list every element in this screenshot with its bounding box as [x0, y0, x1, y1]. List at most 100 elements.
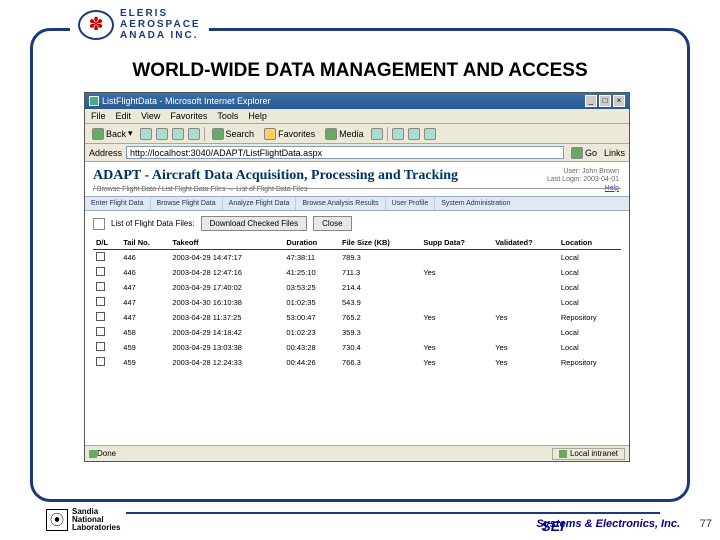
table-cell	[93, 265, 120, 280]
tab-browse[interactable]: Browse Flight Data	[151, 197, 223, 210]
table-cell: 447	[120, 295, 169, 310]
col-header: D/L	[93, 236, 120, 250]
search-button[interactable]: Search	[209, 127, 258, 141]
tab-profile[interactable]: User Profile	[386, 197, 436, 210]
table-cell: Local	[558, 340, 621, 355]
table-cell: 01:02:35	[283, 295, 339, 310]
table-cell: 2003-04-29 14:47:17	[169, 250, 283, 266]
menu-file[interactable]: File	[91, 111, 106, 121]
table-cell: 446	[120, 265, 169, 280]
flight-data-table: D/LTail No.TakeoffDurationFile Size (KB)…	[93, 236, 621, 370]
row-checkbox[interactable]	[96, 312, 105, 321]
row-checkbox[interactable]	[96, 282, 105, 291]
menu-view[interactable]: View	[141, 111, 160, 121]
forward-icon[interactable]	[140, 128, 152, 140]
go-button[interactable]: Go	[568, 146, 600, 160]
zone-icon	[559, 450, 567, 458]
table-cell: 458	[120, 325, 169, 340]
tab-analyze[interactable]: Analyze Flight Data	[223, 197, 297, 210]
table-cell: 459	[120, 355, 169, 370]
col-header: Location	[558, 236, 621, 250]
download-button[interactable]: Download Checked Files	[201, 216, 308, 231]
search-icon	[212, 128, 224, 140]
nav-tabs: Enter Flight Data Browse Flight Data Ana…	[85, 196, 629, 211]
refresh-icon[interactable]	[172, 128, 184, 140]
row-checkbox[interactable]	[96, 357, 105, 366]
print-icon[interactable]	[408, 128, 420, 140]
table-cell	[93, 340, 120, 355]
table-cell	[93, 355, 120, 370]
back-icon	[92, 128, 104, 140]
table-row: 4472003-04-28 11:37:2553:00:47765.2YesYe…	[93, 310, 621, 325]
table-cell	[492, 250, 558, 266]
tab-results[interactable]: Browse Analysis Results	[296, 197, 385, 210]
company-logo: ✽ ELERIS AEROSPACE ANADA INC.	[70, 8, 209, 41]
media-button[interactable]: Media	[322, 127, 367, 141]
table-cell	[492, 325, 558, 340]
table-cell	[420, 325, 492, 340]
tab-enter[interactable]: Enter Flight Data	[85, 197, 151, 210]
col-header: Duration	[283, 236, 339, 250]
row-checkbox[interactable]	[96, 327, 105, 336]
address-input[interactable]	[126, 146, 564, 159]
table-cell: 2003-04-28 12:24:33	[169, 355, 283, 370]
table-cell: Local	[558, 280, 621, 295]
ie-icon	[89, 96, 99, 106]
table-cell: Repository	[558, 355, 621, 370]
menu-favorites[interactable]: Favorites	[170, 111, 207, 121]
table-cell: Yes	[420, 265, 492, 280]
user-info: User: John Brown Last Login: 2003-04-01 …	[547, 168, 619, 193]
menu-tools[interactable]: Tools	[217, 111, 238, 121]
window-title: ListFlightData - Microsoft Internet Expl…	[102, 96, 271, 106]
close-page-button[interactable]: Close	[313, 216, 351, 231]
table-cell: 214.4	[339, 280, 420, 295]
menu-edit[interactable]: Edit	[116, 111, 132, 121]
back-button[interactable]: Back ▾	[89, 127, 136, 141]
home-icon[interactable]	[188, 128, 200, 140]
edit-icon[interactable]	[424, 128, 436, 140]
col-header: Takeoff	[169, 236, 283, 250]
address-label: Address	[89, 148, 122, 158]
stop-icon[interactable]	[156, 128, 168, 140]
header-rule	[93, 188, 621, 189]
table-cell: 446	[120, 250, 169, 266]
tab-admin[interactable]: System Administration	[435, 197, 516, 210]
menubar: File Edit View Favorites Tools Help	[85, 109, 629, 124]
minimize-button[interactable]: _	[585, 95, 597, 107]
row-checkbox[interactable]	[96, 297, 105, 306]
list-icon	[93, 218, 105, 230]
table-cell	[492, 295, 558, 310]
page-content: ADAPT - Aircraft Data Acquisition, Proce…	[85, 162, 629, 445]
table-cell: Local	[558, 295, 621, 310]
table-cell: 765.2	[339, 310, 420, 325]
table-cell	[93, 280, 120, 295]
table-cell: 789.3	[339, 250, 420, 266]
mail-icon[interactable]	[392, 128, 404, 140]
table-cell: Yes	[420, 310, 492, 325]
table-cell: 00:44:26	[283, 355, 339, 370]
table-cell	[93, 250, 120, 266]
table-cell: 00:43:28	[283, 340, 339, 355]
maximize-button[interactable]: □	[599, 95, 611, 107]
table-cell: 47:38:11	[283, 250, 339, 266]
table-row: 4592003-04-28 12:24:3300:44:26766.3YesYe…	[93, 355, 621, 370]
row-checkbox[interactable]	[96, 252, 105, 261]
table-row: 4462003-04-28 12:47:1641:25:10711.3YesLo…	[93, 265, 621, 280]
history-icon[interactable]	[371, 128, 383, 140]
row-checkbox[interactable]	[96, 342, 105, 351]
zone-indicator: Local intranet	[552, 448, 625, 460]
maple-leaf-icon: ✽	[78, 10, 114, 40]
favorites-button[interactable]: Favorites	[261, 127, 318, 141]
menu-help[interactable]: Help	[248, 111, 267, 121]
sei-fullname: Systems & Electronics, Inc.	[536, 518, 680, 530]
favorites-icon	[264, 128, 276, 140]
table-cell: 2003-04-29 17:40:02	[169, 280, 283, 295]
address-bar: Address Go Links	[85, 144, 629, 162]
table-cell	[93, 295, 120, 310]
links-label[interactable]: Links	[604, 148, 625, 158]
table-cell: 2003-04-29 13:03:38	[169, 340, 283, 355]
table-cell: 447	[120, 280, 169, 295]
close-button[interactable]: ×	[613, 95, 625, 107]
row-checkbox[interactable]	[96, 267, 105, 276]
table-cell	[93, 325, 120, 340]
